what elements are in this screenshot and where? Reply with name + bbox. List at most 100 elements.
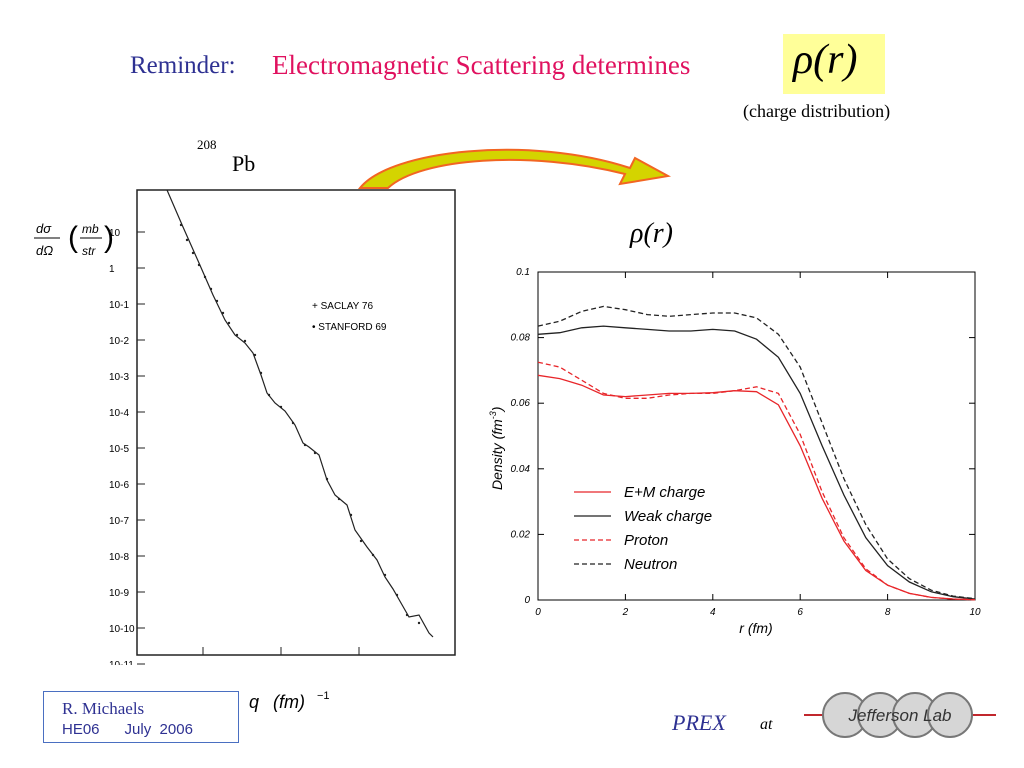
density-y-tick-label: 0.04 <box>511 464 531 475</box>
cross-section-point <box>291 421 295 425</box>
at-label: at <box>760 716 773 733</box>
cross-section-y-ticks: 10 1 10-1 10-2 10-3 10-4 10-5 10-6 10-7 10-8 10-9 1… <box>109 228 145 665</box>
cross-section-plot: 10 1 10-1 10-2 10-3 10-4 10-5 10-6 10-7 10-8 10-9 1… <box>109 189 456 665</box>
cross-section-frame <box>136 189 456 656</box>
legend-stanford: • STANFORD 69 <box>312 322 387 333</box>
cross-section-x-tick-label: 3 <box>354 662 364 665</box>
cross-section-y-tick-label: 1 <box>109 264 115 275</box>
density-chart: 0 2 4 6 8 10 0 0.02 0.04 0.06 0.08 0.1 E+M charge We… <box>488 267 981 636</box>
svg-text:−1: −1 <box>317 690 330 702</box>
charge-distribution-label: (charge distribution) <box>743 101 891 121</box>
cross-section-point <box>337 497 341 501</box>
cross-section-point <box>325 477 329 481</box>
rho-highlight-box <box>783 34 885 94</box>
cross-section-point <box>259 371 263 375</box>
series-line-neutron <box>537 305 976 600</box>
density-y-label: Density (fm-3) <box>488 407 505 490</box>
cross-section-point <box>383 573 387 577</box>
density-plot-frame <box>537 271 976 601</box>
prex-label: PREX <box>672 710 726 735</box>
cross-section-point <box>215 299 219 303</box>
svg-text:mb: mb <box>82 222 99 236</box>
cross-section-point <box>417 621 421 625</box>
cross-section-y-tick-label: 10-7 <box>109 516 129 527</box>
legend-saclay: + SACLAY 76 <box>312 301 373 312</box>
density-x-label: r (fm) <box>739 620 772 636</box>
cross-section-y-tick-label: 10-2 <box>109 336 129 347</box>
cross-section-point <box>349 513 353 517</box>
cross-section-point <box>185 238 189 242</box>
cross-section-y-tick-label: 10-8 <box>109 552 129 563</box>
density-x-tick-label: 6 <box>797 607 803 618</box>
density-y-tick-label: 0.06 <box>511 398 531 409</box>
cross-section-point <box>303 443 307 447</box>
cross-section-y-label: dσ dΩ ( mb str ) <box>34 221 114 258</box>
cross-section-y-tick-label: 10-11 <box>109 660 134 665</box>
cross-section-point <box>243 339 247 343</box>
mass-number: 208 <box>197 137 217 152</box>
legend-label: Proton <box>624 532 668 549</box>
series-line-proton <box>537 361 976 601</box>
cross-section-y-tick-label: 10-9 <box>109 588 129 599</box>
cross-section-y-tick-label: 10-3 <box>109 372 129 383</box>
series-line-weak-charge <box>537 325 976 600</box>
density-x-tick-label: 0 <box>535 607 541 618</box>
element-symbol: Pb <box>232 151 256 176</box>
legend-label: Neutron <box>624 556 677 573</box>
cross-section-point <box>235 333 239 337</box>
density-y-tick-label: 0.02 <box>511 529 531 540</box>
conference-date: HE06 July 2006 <box>62 721 193 738</box>
cross-section-y-tick-label: 10-4 <box>109 408 129 419</box>
cross-section-point <box>313 451 317 455</box>
cross-section-point <box>405 613 409 617</box>
svg-text:): ) <box>104 221 114 254</box>
cross-section-y-tick-label: 10-5 <box>109 444 129 455</box>
svg-text:dσ: dσ <box>36 221 52 236</box>
cross-section-x-tick-label: 2 <box>276 662 286 665</box>
cross-section-curve <box>166 189 434 638</box>
cross-section-point <box>179 223 183 227</box>
svg-text:Jefferson Lab: Jefferson Lab <box>847 706 951 725</box>
reminder-label: Reminder: <box>130 52 236 79</box>
density-x-tick-label: 10 <box>969 607 981 618</box>
cross-section-point <box>197 263 201 267</box>
cross-section-x-ticks: 1 2 3 <box>198 647 364 665</box>
cross-section-point <box>227 321 231 325</box>
curved-arrow-icon <box>357 148 672 189</box>
rho-formula: ρ(r) <box>793 37 858 83</box>
density-x-tick-label: 2 <box>622 607 629 618</box>
svg-text:q: q <box>249 692 259 712</box>
jefferson-lab-logo: Jefferson Lab <box>804 692 996 738</box>
density-series-lines <box>537 305 976 601</box>
cross-section-point <box>279 405 283 409</box>
credit-box <box>43 691 239 743</box>
svg-text:str: str <box>82 244 96 258</box>
density-y-tick-label: 0.1 <box>516 267 530 278</box>
cross-section-y-tick-label: 10-1 <box>109 300 129 311</box>
svg-text:dΩ: dΩ <box>36 243 53 258</box>
svg-text:(: ( <box>68 221 78 254</box>
cross-section-point <box>209 287 213 291</box>
cross-section-x-tick-label: 1 <box>198 662 208 665</box>
density-y-tick-label: 0.08 <box>511 333 531 344</box>
svg-text:(fm): (fm) <box>273 692 305 712</box>
legend-label: E+M charge <box>624 484 705 501</box>
cross-section-point <box>253 353 257 357</box>
density-x-tick-label: 8 <box>885 607 891 618</box>
density-x-tick-label: 4 <box>710 607 716 618</box>
density-ticks: 0 2 4 6 8 10 0 0.02 0.04 0.06 0.08 0.1 <box>511 267 981 618</box>
legend-label: Weak charge <box>624 508 712 525</box>
density-legend: E+M charge Weak charge Proton Neutron <box>574 484 712 573</box>
cross-section-y-tick-label: 10-10 <box>109 624 135 635</box>
cross-section-y-tick-label: 10 <box>109 228 121 239</box>
slide-title: Electromagnetic Scattering determines <box>272 50 691 80</box>
cross-section-point <box>221 311 225 315</box>
author-name: R. Michaels <box>62 699 145 718</box>
cross-section-point <box>359 539 363 543</box>
cross-section-point <box>191 251 195 255</box>
cross-section-point <box>267 393 271 397</box>
rho-plot-title: ρ(r) <box>630 218 673 249</box>
cross-section-x-label: q (fm) −1 <box>249 690 330 712</box>
density-y-tick-label: 0 <box>524 595 530 606</box>
cross-section-data-points <box>179 223 421 625</box>
